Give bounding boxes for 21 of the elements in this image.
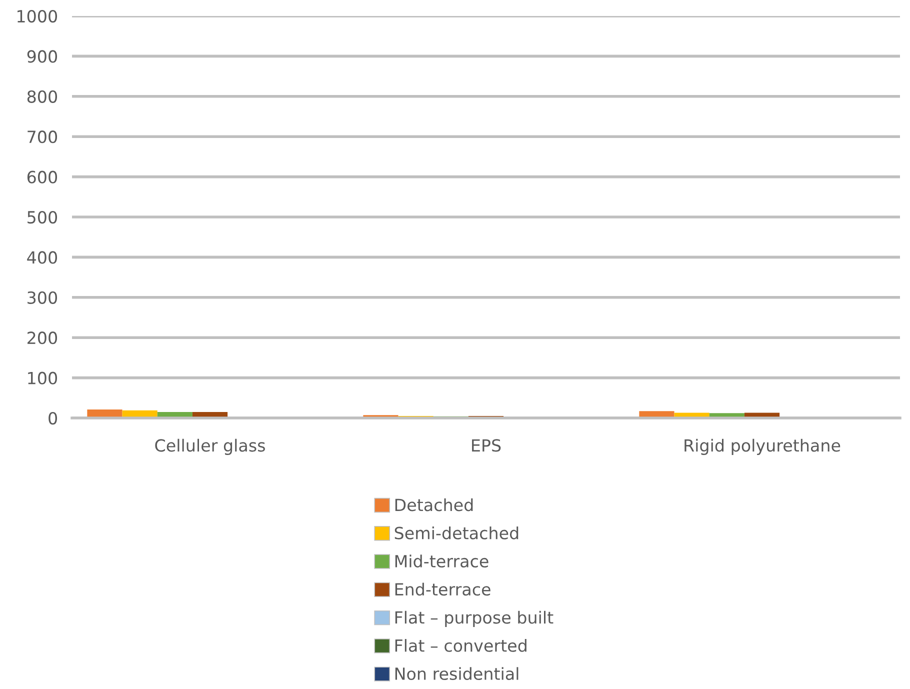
x-tick-label: Celluler glass	[155, 438, 265, 455]
x-tick-label: Rigid polyurethane	[684, 438, 840, 455]
legend-label: Detached	[395, 498, 473, 512]
y-tick-label: 300	[28, 291, 58, 304]
y-tick-label: 400	[27, 251, 58, 264]
y-tick-label: 100	[28, 372, 58, 384]
y-tick-label: 600	[27, 170, 58, 184]
legend-label: Flat – purpose built	[395, 610, 554, 627]
legend-label: Non residential	[395, 667, 518, 680]
y-tick-label: 500	[28, 210, 58, 224]
y-tick-label: 800	[27, 90, 58, 103]
y-tick-label: 900	[27, 50, 58, 63]
legend-label: Mid-terrace	[395, 554, 488, 568]
legend-label: Semi-detached	[394, 526, 518, 540]
legend-label: End-terrace	[395, 582, 490, 596]
legend-label: Flat – converted	[395, 639, 526, 652]
y-tick-label: 0	[48, 412, 58, 425]
y-tick-label: 1000	[18, 10, 58, 23]
y-tick-label: 700	[28, 130, 58, 144]
x-tick-label: EPS	[472, 439, 501, 452]
y-tick-label: 200	[28, 332, 58, 344]
